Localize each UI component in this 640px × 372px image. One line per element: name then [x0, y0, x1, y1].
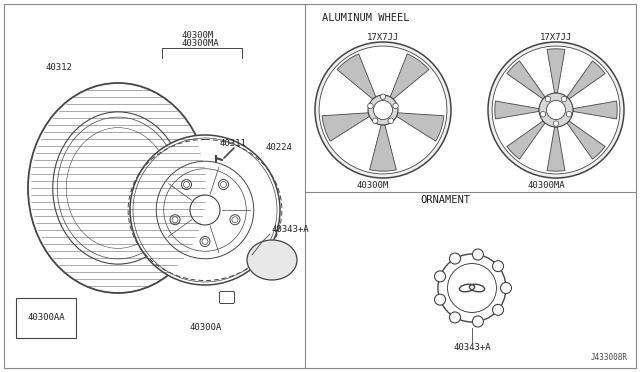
Text: 17X7JJ: 17X7JJ: [540, 33, 572, 42]
Circle shape: [200, 237, 210, 247]
Polygon shape: [547, 127, 565, 171]
Circle shape: [380, 94, 386, 99]
Text: 40300M: 40300M: [357, 180, 389, 189]
Circle shape: [130, 135, 280, 285]
Circle shape: [388, 118, 394, 124]
Circle shape: [218, 180, 228, 189]
Polygon shape: [495, 101, 539, 119]
Circle shape: [539, 93, 573, 127]
Text: 40300AA: 40300AA: [27, 314, 65, 323]
Circle shape: [449, 253, 461, 264]
Polygon shape: [507, 121, 545, 159]
Text: ALUMINUM WHEEL: ALUMINUM WHEEL: [322, 13, 410, 23]
Circle shape: [170, 215, 180, 225]
Polygon shape: [573, 101, 617, 119]
Circle shape: [319, 46, 447, 174]
Circle shape: [449, 312, 461, 323]
Circle shape: [372, 118, 378, 124]
Circle shape: [561, 96, 566, 102]
FancyBboxPatch shape: [220, 292, 234, 304]
Text: 40224: 40224: [266, 144, 293, 153]
Text: 40300M: 40300M: [182, 31, 214, 39]
Circle shape: [393, 103, 398, 109]
Circle shape: [315, 42, 451, 178]
Circle shape: [472, 249, 483, 260]
Text: 40311: 40311: [220, 138, 247, 148]
Circle shape: [493, 261, 504, 272]
Polygon shape: [322, 113, 369, 141]
Polygon shape: [567, 121, 605, 159]
Bar: [16, 298, 76, 338]
Polygon shape: [390, 54, 429, 99]
Circle shape: [492, 46, 620, 174]
Text: 40343+A: 40343+A: [453, 343, 491, 353]
Polygon shape: [337, 54, 376, 99]
Circle shape: [435, 294, 445, 305]
Text: 40343+A: 40343+A: [271, 225, 308, 234]
Text: 40300MA: 40300MA: [182, 39, 220, 48]
Circle shape: [545, 96, 551, 102]
Polygon shape: [397, 113, 444, 141]
Text: ORNAMENT: ORNAMENT: [420, 195, 470, 205]
Polygon shape: [370, 125, 396, 171]
Text: 17X7JJ: 17X7JJ: [367, 33, 399, 42]
Polygon shape: [547, 49, 565, 93]
Text: 40300MA: 40300MA: [527, 180, 565, 189]
Circle shape: [374, 100, 392, 119]
Circle shape: [368, 95, 398, 125]
Text: 40300A: 40300A: [190, 324, 222, 333]
Text: 40312: 40312: [46, 64, 73, 73]
Circle shape: [500, 282, 511, 294]
Circle shape: [540, 112, 546, 117]
Polygon shape: [567, 61, 605, 99]
Circle shape: [488, 42, 624, 178]
Circle shape: [182, 180, 191, 189]
Circle shape: [367, 103, 373, 109]
Circle shape: [435, 271, 445, 282]
Circle shape: [472, 316, 483, 327]
Text: J433008R: J433008R: [591, 353, 628, 362]
Circle shape: [547, 100, 566, 119]
Circle shape: [493, 304, 504, 315]
Ellipse shape: [247, 240, 297, 280]
Circle shape: [553, 121, 559, 126]
Circle shape: [230, 215, 240, 225]
Ellipse shape: [52, 112, 183, 264]
Polygon shape: [507, 61, 545, 99]
Circle shape: [438, 254, 506, 322]
Circle shape: [566, 112, 572, 117]
